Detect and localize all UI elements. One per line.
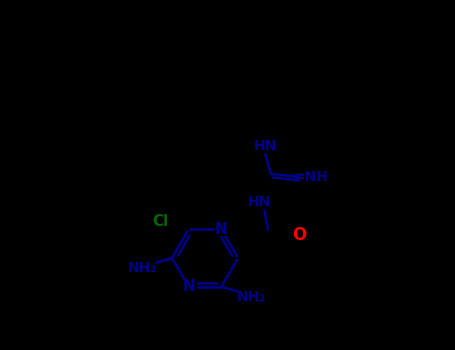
Text: NH₂: NH₂ xyxy=(237,289,266,303)
Bar xyxy=(214,224,228,235)
Text: =NH: =NH xyxy=(293,170,329,184)
Bar xyxy=(130,262,154,274)
Text: O: O xyxy=(292,226,306,244)
Bar xyxy=(300,172,322,182)
Text: N: N xyxy=(182,279,195,294)
Bar xyxy=(151,215,171,228)
Text: HN: HN xyxy=(253,139,277,153)
Bar xyxy=(249,196,269,208)
Bar xyxy=(292,230,306,240)
Text: HN: HN xyxy=(248,195,271,209)
Bar xyxy=(182,281,196,292)
Text: NH₂: NH₂ xyxy=(127,261,157,275)
Bar xyxy=(255,140,275,152)
Text: Cl: Cl xyxy=(152,214,169,229)
Bar xyxy=(239,290,263,303)
Text: N: N xyxy=(215,222,228,237)
